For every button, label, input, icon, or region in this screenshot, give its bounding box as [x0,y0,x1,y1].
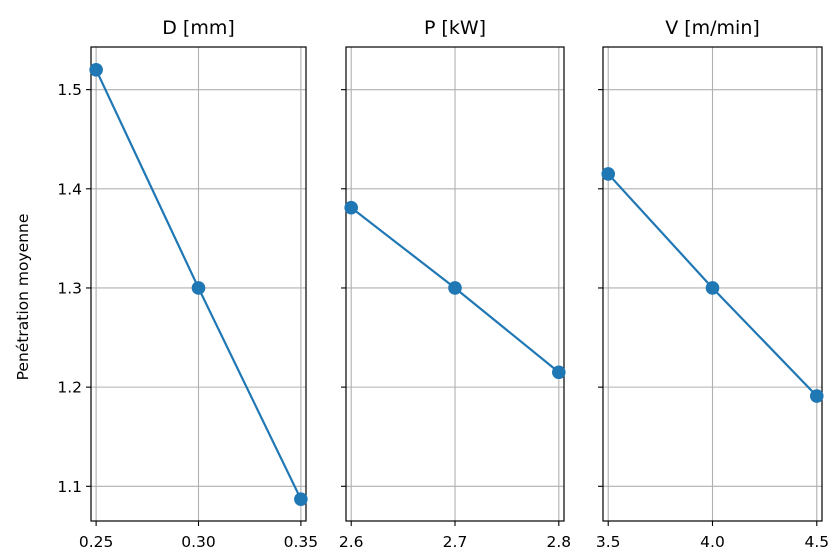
data-point [809,389,824,403]
x-tick-label: 0.25 [79,533,114,551]
x-tick-label: 3.5 [596,533,621,551]
y-axis-label: Penétration moyenne [14,214,32,381]
x-tick-label: 2.7 [443,533,468,551]
x-tick-label: 0.30 [181,533,216,551]
y-tick-label: 1.1 [57,478,82,496]
y-tick-label: 1.5 [57,81,82,99]
data-point [448,281,462,295]
x-tick-label: 4.5 [804,533,829,551]
y-tick-label: 1.3 [57,279,82,297]
subplot-1: 1.1 1.2 1.3 1.4 1.5 0.25 0.30 0.35 D [mm] [57,17,318,551]
x-tick-label: 2.6 [339,533,364,551]
subplot-title: P [kW] [424,17,486,39]
data-point [191,281,206,295]
y-tick-label: 1.2 [57,379,82,397]
data-point [294,492,308,506]
data-point [552,365,566,380]
x-tick-label: 0.35 [284,533,319,551]
data-point [344,200,358,215]
data-point [89,63,103,77]
subplot-2: 2.6 2.7 2.8 P [kW] [339,17,571,551]
x-tick-label: 4.0 [700,533,725,551]
subplot-frame [90,46,307,522]
subplot-title: D [mm] [162,17,235,39]
subplot-frame [345,46,565,522]
y-tick-label: 1.4 [57,180,82,198]
panels: 1.11.21.31.41.50.25 0.30 0.35D [mm]2.6 2.7 2… [57,17,829,551]
subplot-frame [602,46,823,522]
subplot-title: V [m/min] [665,17,760,39]
subplot-3: 3.5 4.0 4.5 V [m/min] [596,17,829,551]
data-point [705,281,720,295]
data-point [601,167,616,181]
x-tick-label: 2.8 [546,533,571,551]
